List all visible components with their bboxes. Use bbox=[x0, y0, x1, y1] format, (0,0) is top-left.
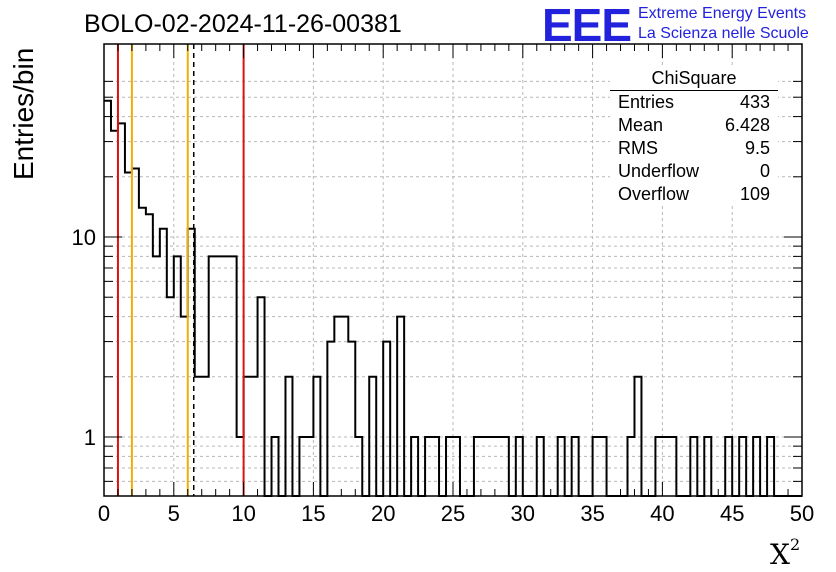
histogram-bin bbox=[446, 437, 453, 496]
histogram-bin bbox=[537, 437, 544, 496]
histogram-bin bbox=[572, 437, 579, 496]
histogram-bin bbox=[195, 377, 202, 496]
histogram-bin bbox=[558, 437, 565, 496]
stats-row: Underflow 0 bbox=[618, 161, 770, 181]
histogram-bin bbox=[202, 377, 209, 496]
y-tick-label: 1 bbox=[84, 425, 96, 450]
histogram-bin bbox=[306, 437, 313, 496]
histogram-bin bbox=[272, 437, 279, 496]
histogram-bin bbox=[453, 437, 460, 496]
stats-row: RMS 9.5 bbox=[618, 138, 770, 158]
x-tick-label: 0 bbox=[98, 501, 110, 526]
histogram-bin bbox=[132, 169, 139, 496]
histogram-bin bbox=[146, 214, 153, 496]
stats-box: ChiSquare Entries 433 Mean 6.428 RMS 9.5 Un… bbox=[610, 66, 778, 206]
histogram-bin bbox=[425, 437, 432, 496]
x-tick-label: 25 bbox=[441, 501, 465, 526]
histogram-bin bbox=[690, 437, 697, 496]
histogram-bin bbox=[244, 377, 251, 496]
histogram-bin bbox=[488, 437, 495, 496]
histogram-bin bbox=[313, 377, 320, 496]
histogram-bin bbox=[299, 437, 306, 496]
histogram-bin bbox=[628, 437, 635, 496]
x-tick-label: 10 bbox=[231, 501, 255, 526]
histogram-bin bbox=[662, 437, 669, 496]
histogram-bin bbox=[118, 123, 125, 496]
histogram-bin bbox=[230, 256, 237, 496]
histogram-bin bbox=[153, 256, 160, 496]
histogram-bin bbox=[341, 317, 348, 496]
histogram-bin bbox=[411, 437, 418, 496]
histogram-bin bbox=[348, 342, 355, 496]
histogram-bin bbox=[216, 256, 223, 496]
x-axis-label: X2 bbox=[770, 534, 801, 571]
x-tick-label: 20 bbox=[371, 501, 395, 526]
histogram-bin bbox=[383, 342, 390, 496]
histogram-bin bbox=[516, 437, 523, 496]
eee-logo: EEE bbox=[542, 0, 632, 51]
x-tick-label: 45 bbox=[720, 501, 744, 526]
histogram-bin bbox=[655, 437, 662, 496]
histogram-bin bbox=[209, 256, 216, 496]
histogram-bin bbox=[481, 437, 488, 496]
stats-row: Mean 6.428 bbox=[618, 115, 770, 135]
grid bbox=[104, 44, 802, 496]
histogram-bin bbox=[767, 437, 774, 496]
histogram-bin bbox=[739, 437, 746, 496]
x-tick-label: 15 bbox=[301, 501, 325, 526]
y-axis-label: Entries/bin bbox=[8, 47, 39, 180]
x-tick-label: 40 bbox=[650, 501, 674, 526]
histogram-bin bbox=[334, 317, 341, 496]
histogram-bin bbox=[223, 256, 230, 496]
histogram-bin bbox=[139, 208, 146, 496]
histogram-bin bbox=[237, 437, 244, 496]
histogram-bin bbox=[593, 437, 600, 496]
histogram-bin bbox=[669, 437, 676, 496]
histogram-bin bbox=[285, 377, 292, 496]
histogram-bin bbox=[369, 377, 376, 496]
page-title: BOLO-02-2024-11-26-00381 bbox=[84, 10, 402, 38]
histogram-bin bbox=[111, 131, 118, 496]
histogram-bin bbox=[251, 377, 258, 496]
histogram-bin bbox=[634, 377, 641, 496]
histogram-bin bbox=[704, 437, 711, 496]
y-tick-label: 10 bbox=[72, 225, 96, 250]
axis-ticks bbox=[103, 44, 803, 496]
histogram-bin bbox=[502, 437, 509, 496]
histogram-bin bbox=[125, 173, 132, 496]
logo-line-2: La Scienza nelle Scuole bbox=[638, 25, 809, 42]
histogram-bin bbox=[181, 317, 188, 496]
histogram-bin bbox=[327, 342, 334, 496]
histogram-bin bbox=[355, 437, 362, 496]
histogram-bin bbox=[725, 437, 732, 496]
stats-row: Entries 433 bbox=[618, 92, 770, 112]
histogram-bin bbox=[753, 437, 760, 496]
x-tick-label: 5 bbox=[168, 501, 180, 526]
logo-line-1: Extreme Energy Events bbox=[638, 5, 807, 22]
histogram-bin bbox=[167, 297, 174, 496]
histogram-bin bbox=[397, 317, 404, 496]
x-tick-label: 50 bbox=[790, 501, 814, 526]
stats-title: ChiSquare bbox=[610, 66, 778, 91]
stats-row: Overflow 109 bbox=[618, 184, 770, 204]
histogram-bin bbox=[600, 437, 607, 496]
histogram-bin bbox=[495, 437, 502, 496]
histogram-bin bbox=[474, 437, 481, 496]
histogram-bin bbox=[432, 437, 439, 496]
x-tick-label: 30 bbox=[511, 501, 535, 526]
histogram-bin bbox=[174, 256, 181, 496]
x-tick-label: 35 bbox=[580, 501, 604, 526]
histogram-bin bbox=[258, 297, 265, 496]
histogram-bin bbox=[160, 229, 167, 496]
